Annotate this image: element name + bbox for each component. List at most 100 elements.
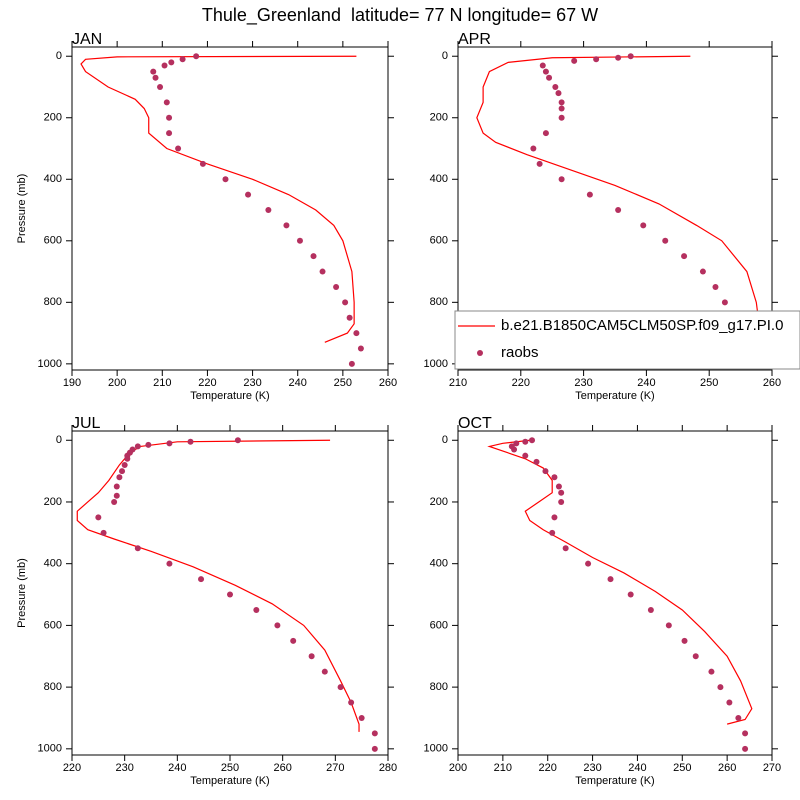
- x-tick-label: 270: [763, 762, 781, 774]
- obs-point: [357, 345, 364, 352]
- obs-point: [665, 622, 672, 629]
- x-tick-label: 280: [379, 762, 397, 774]
- obs-point: [558, 498, 565, 505]
- obs-point: [95, 514, 102, 521]
- obs-point: [586, 191, 593, 198]
- obs-point: [593, 56, 600, 63]
- x-axis-title: Temperature (K): [190, 775, 269, 787]
- x-tick-label: 200: [449, 762, 467, 774]
- x-tick-label: 270: [326, 762, 344, 774]
- obs-point: [699, 268, 706, 275]
- obs-point: [627, 591, 634, 598]
- y-tick-label: 400: [44, 173, 62, 185]
- obs-point: [283, 222, 290, 229]
- x-axis-title: Temperature (K): [575, 390, 654, 402]
- obs-point: [274, 622, 281, 629]
- x-tick-label: 260: [763, 377, 781, 389]
- obs-point: [647, 606, 654, 613]
- obs-point: [558, 105, 565, 112]
- x-tick-label: 210: [449, 377, 467, 389]
- obs-point: [100, 529, 107, 536]
- panel-title: JAN: [72, 31, 102, 48]
- x-tick-label: 240: [628, 762, 646, 774]
- obs-point: [662, 237, 669, 244]
- obs-point: [529, 437, 536, 444]
- obs-point: [742, 730, 749, 737]
- obs-point: [157, 83, 164, 90]
- obs-point: [353, 330, 360, 337]
- obs-point: [116, 474, 123, 481]
- x-tick-label: 220: [63, 762, 81, 774]
- obs-point: [119, 468, 126, 475]
- model-line: [76, 439, 360, 732]
- obs-point: [168, 59, 175, 66]
- y-tick-label: 0: [442, 434, 448, 446]
- y-tick-label: 200: [430, 112, 448, 124]
- obs-point: [546, 74, 553, 81]
- obs-point: [607, 576, 614, 583]
- y-tick-label: 200: [44, 112, 62, 124]
- obs-point: [253, 606, 260, 613]
- y-tick-label: 1000: [424, 743, 448, 755]
- obs-point: [542, 468, 549, 475]
- plot-frame: [457, 430, 773, 756]
- legend-label: b.e21.B1850CAM5CLM50SP.f09_g17.PI.0: [501, 317, 783, 334]
- x-tick-label: 240: [168, 762, 186, 774]
- x-tick-label: 240: [289, 377, 307, 389]
- obs-point: [290, 637, 297, 644]
- obs-point: [161, 62, 168, 69]
- x-tick-label: 220: [512, 377, 530, 389]
- obs-point: [615, 54, 622, 61]
- obs-point: [533, 458, 540, 465]
- y-tick-label: 200: [430, 496, 448, 508]
- obs-point: [615, 207, 622, 214]
- obs-point: [681, 637, 688, 644]
- panel-title: JUL: [72, 415, 101, 432]
- obs-point: [558, 176, 565, 183]
- obs-point: [558, 99, 565, 106]
- obs-point: [542, 68, 549, 75]
- obs-point: [310, 253, 317, 260]
- x-tick-label: 210: [153, 377, 171, 389]
- obs-point: [551, 514, 558, 521]
- obs-point: [558, 114, 565, 121]
- obs-point: [681, 253, 688, 260]
- obs-point: [234, 437, 241, 444]
- y-tick-label: 1000: [38, 358, 62, 370]
- legend-box: [454, 310, 800, 370]
- y-tick-label: 0: [56, 434, 62, 446]
- obs-point: [371, 745, 378, 752]
- obs-point: [346, 314, 353, 321]
- obs-point: [708, 668, 715, 675]
- model-line: [476, 55, 761, 346]
- obs-point: [348, 699, 355, 706]
- obs-point: [552, 83, 559, 90]
- obs-point: [308, 653, 315, 660]
- obs-point: [555, 90, 562, 97]
- obs-point: [721, 299, 728, 306]
- obs-point: [717, 684, 724, 691]
- plot-frame: [457, 46, 773, 371]
- obs-point: [692, 653, 699, 660]
- obs-point: [166, 560, 173, 567]
- panel-title: OCT: [458, 415, 492, 432]
- y-tick-label: 0: [442, 50, 448, 62]
- y-tick-label: 600: [44, 619, 62, 631]
- y-tick-label: 400: [44, 558, 62, 570]
- obs-point: [522, 452, 529, 459]
- x-tick-label: 230: [115, 762, 133, 774]
- obs-point: [358, 714, 365, 721]
- obs-point: [166, 114, 173, 121]
- obs-point: [549, 529, 556, 536]
- obs-point: [198, 576, 205, 583]
- obs-point: [222, 176, 229, 183]
- obs-point: [530, 145, 537, 152]
- obs-point: [337, 684, 344, 691]
- figure-title: Thule_Greenland latitude= 77 N longitude…: [202, 5, 598, 26]
- obs-point: [150, 68, 157, 75]
- obs-point: [113, 483, 120, 490]
- legend-label: raobs: [501, 344, 539, 361]
- obs-point: [321, 668, 328, 675]
- x-tick-label: 250: [673, 762, 691, 774]
